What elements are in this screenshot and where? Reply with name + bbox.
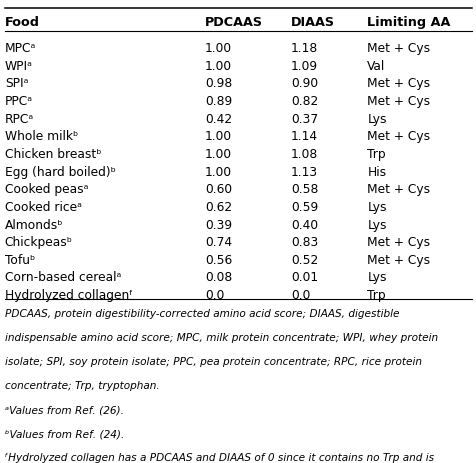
Text: 0.62: 0.62 [205, 200, 232, 213]
Text: PPCᵃ: PPCᵃ [5, 95, 33, 108]
Text: PDCAAS: PDCAAS [205, 16, 263, 29]
Text: 0.82: 0.82 [290, 95, 317, 108]
Text: 0.60: 0.60 [205, 183, 232, 196]
Text: Cooked riceᵃ: Cooked riceᵃ [5, 200, 81, 213]
Text: 0.56: 0.56 [205, 253, 232, 266]
Text: Cooked peasᵃ: Cooked peasᵃ [5, 183, 88, 196]
Text: Hydrolyzed collagenᶠ: Hydrolyzed collagenᶠ [5, 288, 132, 301]
Text: isolate; SPI, soy protein isolate; PPC, pea protein concentrate; RPC, rice prote: isolate; SPI, soy protein isolate; PPC, … [5, 356, 421, 366]
Text: Chicken breastᵇ: Chicken breastᵇ [5, 148, 101, 161]
Text: Met + Cys: Met + Cys [367, 42, 429, 55]
Text: 0.42: 0.42 [205, 113, 232, 125]
Text: Met + Cys: Met + Cys [367, 77, 429, 90]
Text: 0.40: 0.40 [290, 218, 317, 231]
Text: 1.18: 1.18 [290, 42, 317, 55]
Text: 1.00: 1.00 [205, 60, 232, 73]
Text: Egg (hard boiled)ᵇ: Egg (hard boiled)ᵇ [5, 165, 115, 178]
Text: Whole milkᵇ: Whole milkᵇ [5, 130, 78, 143]
Text: Almondsᵇ: Almondsᵇ [5, 218, 63, 231]
Text: Met + Cys: Met + Cys [367, 183, 429, 196]
Text: 0.59: 0.59 [290, 200, 317, 213]
Text: Limiting AA: Limiting AA [367, 16, 450, 29]
Text: His: His [367, 165, 386, 178]
Text: 0.90: 0.90 [290, 77, 317, 90]
Text: RPCᵃ: RPCᵃ [5, 113, 34, 125]
Text: 0.0: 0.0 [290, 288, 310, 301]
Text: Trp: Trp [367, 288, 385, 301]
Text: 1.09: 1.09 [290, 60, 317, 73]
Text: Met + Cys: Met + Cys [367, 236, 429, 249]
Text: 1.00: 1.00 [205, 148, 232, 161]
Text: ᵇValues from Ref. (24).: ᵇValues from Ref. (24). [5, 428, 124, 438]
Text: Lys: Lys [367, 218, 386, 231]
Text: 1.08: 1.08 [290, 148, 317, 161]
Text: Corn-based cerealᵃ: Corn-based cerealᵃ [5, 271, 121, 284]
Text: WPIᵃ: WPIᵃ [5, 60, 33, 73]
Text: MPCᵃ: MPCᵃ [5, 42, 36, 55]
Text: Met + Cys: Met + Cys [367, 130, 429, 143]
Text: 0.37: 0.37 [290, 113, 317, 125]
Text: ᶠHydrolyzed collagen has a PDCAAS and DIAAS of 0 since it contains no Trp and is: ᶠHydrolyzed collagen has a PDCAAS and DI… [5, 452, 433, 463]
Text: PDCAAS, protein digestibility-corrected amino acid score; DIAAS, digestible: PDCAAS, protein digestibility-corrected … [5, 308, 398, 318]
Text: 0.74: 0.74 [205, 236, 232, 249]
Text: Food: Food [5, 16, 40, 29]
Text: Val: Val [367, 60, 385, 73]
Text: 1.00: 1.00 [205, 42, 232, 55]
Text: indispensable amino acid score; MPC, milk protein concentrate; WPI, whey protein: indispensable amino acid score; MPC, mil… [5, 332, 437, 342]
Text: 0.0: 0.0 [205, 288, 224, 301]
Text: 0.39: 0.39 [205, 218, 232, 231]
Text: Tofuᵇ: Tofuᵇ [5, 253, 35, 266]
Text: 1.00: 1.00 [205, 130, 232, 143]
Text: DIAAS: DIAAS [290, 16, 334, 29]
Text: 0.52: 0.52 [290, 253, 317, 266]
Text: Met + Cys: Met + Cys [367, 253, 429, 266]
Text: Trp: Trp [367, 148, 385, 161]
Text: ᵃValues from Ref. (26).: ᵃValues from Ref. (26). [5, 404, 123, 414]
Text: concentrate; Trp, tryptophan.: concentrate; Trp, tryptophan. [5, 380, 159, 390]
Text: 0.89: 0.89 [205, 95, 232, 108]
Text: 0.01: 0.01 [290, 271, 317, 284]
Text: 1.14: 1.14 [290, 130, 317, 143]
Text: SPIᵃ: SPIᵃ [5, 77, 28, 90]
Text: 0.58: 0.58 [290, 183, 317, 196]
Text: 0.83: 0.83 [290, 236, 317, 249]
Text: 0.98: 0.98 [205, 77, 232, 90]
Text: Lys: Lys [367, 113, 386, 125]
Text: Chickpeasᵇ: Chickpeasᵇ [5, 236, 73, 249]
Text: 0.08: 0.08 [205, 271, 232, 284]
Text: 1.13: 1.13 [290, 165, 317, 178]
Text: Lys: Lys [367, 271, 386, 284]
Text: Met + Cys: Met + Cys [367, 95, 429, 108]
Text: Lys: Lys [367, 200, 386, 213]
Text: 1.00: 1.00 [205, 165, 232, 178]
